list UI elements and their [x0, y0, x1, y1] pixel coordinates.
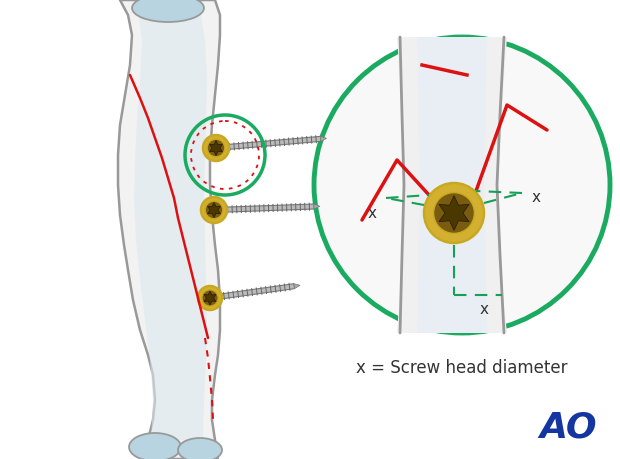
Circle shape: [424, 183, 484, 243]
Circle shape: [207, 139, 225, 157]
Ellipse shape: [178, 438, 222, 459]
Polygon shape: [417, 37, 487, 333]
Polygon shape: [397, 37, 507, 333]
Polygon shape: [118, 0, 220, 459]
Polygon shape: [210, 140, 223, 156]
Ellipse shape: [132, 0, 204, 22]
Text: x: x: [531, 190, 541, 206]
Circle shape: [201, 197, 227, 223]
Circle shape: [205, 201, 223, 219]
Text: x: x: [479, 302, 489, 317]
Polygon shape: [439, 196, 469, 230]
Circle shape: [314, 37, 610, 333]
Ellipse shape: [129, 433, 181, 459]
Polygon shape: [204, 291, 216, 305]
Polygon shape: [216, 136, 321, 151]
Polygon shape: [208, 202, 221, 218]
Polygon shape: [314, 204, 320, 209]
Text: AO: AO: [539, 411, 597, 445]
Circle shape: [433, 193, 474, 233]
Polygon shape: [321, 136, 327, 141]
Polygon shape: [294, 284, 300, 289]
Text: x: x: [368, 206, 376, 220]
Polygon shape: [210, 284, 294, 301]
Circle shape: [203, 135, 229, 161]
Polygon shape: [214, 204, 314, 213]
Text: x = Screw head diameter: x = Screw head diameter: [356, 359, 568, 377]
Polygon shape: [134, 10, 207, 440]
Circle shape: [198, 286, 222, 310]
Circle shape: [202, 290, 218, 306]
